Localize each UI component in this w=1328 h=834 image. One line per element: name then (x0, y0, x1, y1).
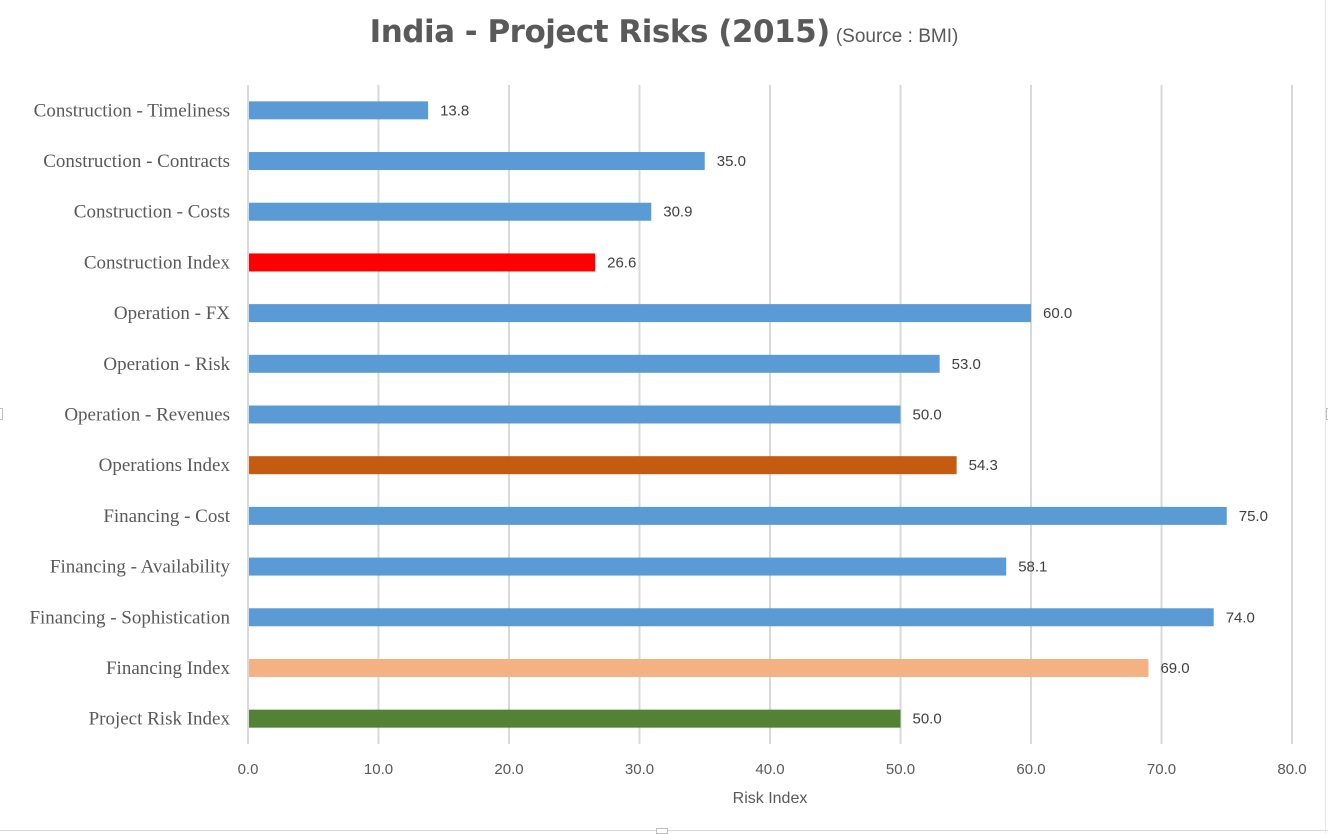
bar-operations-index[interactable] (249, 456, 957, 475)
chart-title[interactable]: India - Project Risks (2015) (Source : BM… (0, 14, 1328, 50)
bar-construction-timeliness[interactable] (249, 101, 429, 120)
category-label: Construction - Timeliness (34, 100, 230, 121)
data-label: 13.8 (440, 102, 469, 119)
bar-construction-index[interactable] (249, 253, 596, 272)
data-labels: 13.8 35.0 30.9 26.6 60.0 53.0 50.0 54.3 75.0 58.1… (440, 102, 1268, 727)
data-label: 58.1 (1018, 559, 1047, 576)
x-tick-label: 20.0 (494, 761, 523, 778)
x-tick-label: 10.0 (364, 761, 393, 778)
data-label: 53.0 (952, 356, 981, 373)
x-tick-label: 30.0 (625, 761, 654, 778)
category-axis-labels: Construction - Timeliness Construction - … (29, 100, 230, 729)
bar-operation-revenues[interactable] (249, 405, 901, 424)
data-label: 30.9 (663, 204, 692, 221)
chart-title-source: (Source : BMI) (835, 26, 959, 47)
chart-border-right (1325, 0, 1326, 833)
category-label: Financing - Sophistication (29, 607, 230, 628)
category-label: Construction Index (84, 252, 231, 273)
category-label: Operations Index (99, 455, 231, 476)
resize-handle-left[interactable] (0, 408, 3, 420)
category-label: Construction - Contracts (43, 151, 230, 172)
bar-construction-contracts[interactable] (249, 152, 705, 171)
x-tick-label: 70.0 (1147, 761, 1176, 778)
resize-handle-right[interactable] (1326, 408, 1328, 420)
category-label: Operation - FX (114, 303, 230, 324)
data-label: 54.3 (969, 457, 998, 474)
category-label: Operation - Revenues (64, 405, 230, 426)
bar-operation-fx[interactable] (249, 304, 1031, 323)
data-label: 75.0 (1239, 508, 1268, 525)
bar-financing-availability[interactable] (249, 557, 1007, 576)
x-tick-label: 50.0 (886, 761, 915, 778)
data-label: 69.0 (1160, 660, 1189, 677)
x-tick-label: 0.0 (238, 761, 259, 778)
chart-title-main: India - Project Risks (2015) (369, 14, 831, 50)
x-tick-label: 80.0 (1277, 761, 1306, 778)
bar-construction-costs[interactable] (249, 202, 652, 221)
category-label: Financing Index (106, 658, 231, 679)
value-axis-labels: 0.0 10.0 20.0 30.0 40.0 50.0 60.0 70.0 80.0 (238, 761, 1307, 778)
bar-project-risk-index[interactable] (249, 709, 901, 728)
data-label: 74.0 (1226, 609, 1255, 626)
x-axis-title[interactable]: Risk Index (733, 790, 808, 807)
category-label: Financing - Availability (50, 557, 231, 578)
data-label: 26.6 (607, 254, 636, 271)
bar-financing-cost[interactable] (249, 506, 1227, 525)
bars (249, 101, 1227, 728)
data-label: 35.0 (717, 153, 746, 170)
data-label: 50.0 (913, 407, 942, 424)
data-label: 50.0 (913, 711, 942, 728)
category-label: Financing - Cost (103, 506, 230, 527)
category-label: Operation - Risk (103, 354, 230, 375)
bar-financing-sophistication[interactable] (249, 608, 1214, 627)
x-tick-label: 60.0 (1016, 761, 1045, 778)
category-label: Project Risk Index (89, 709, 231, 730)
data-label: 60.0 (1043, 305, 1072, 322)
bar-financing-index[interactable] (249, 658, 1149, 677)
x-tick-label: 40.0 (755, 761, 784, 778)
bar-operation-risk[interactable] (249, 354, 940, 373)
category-label: Construction - Costs (74, 202, 230, 223)
